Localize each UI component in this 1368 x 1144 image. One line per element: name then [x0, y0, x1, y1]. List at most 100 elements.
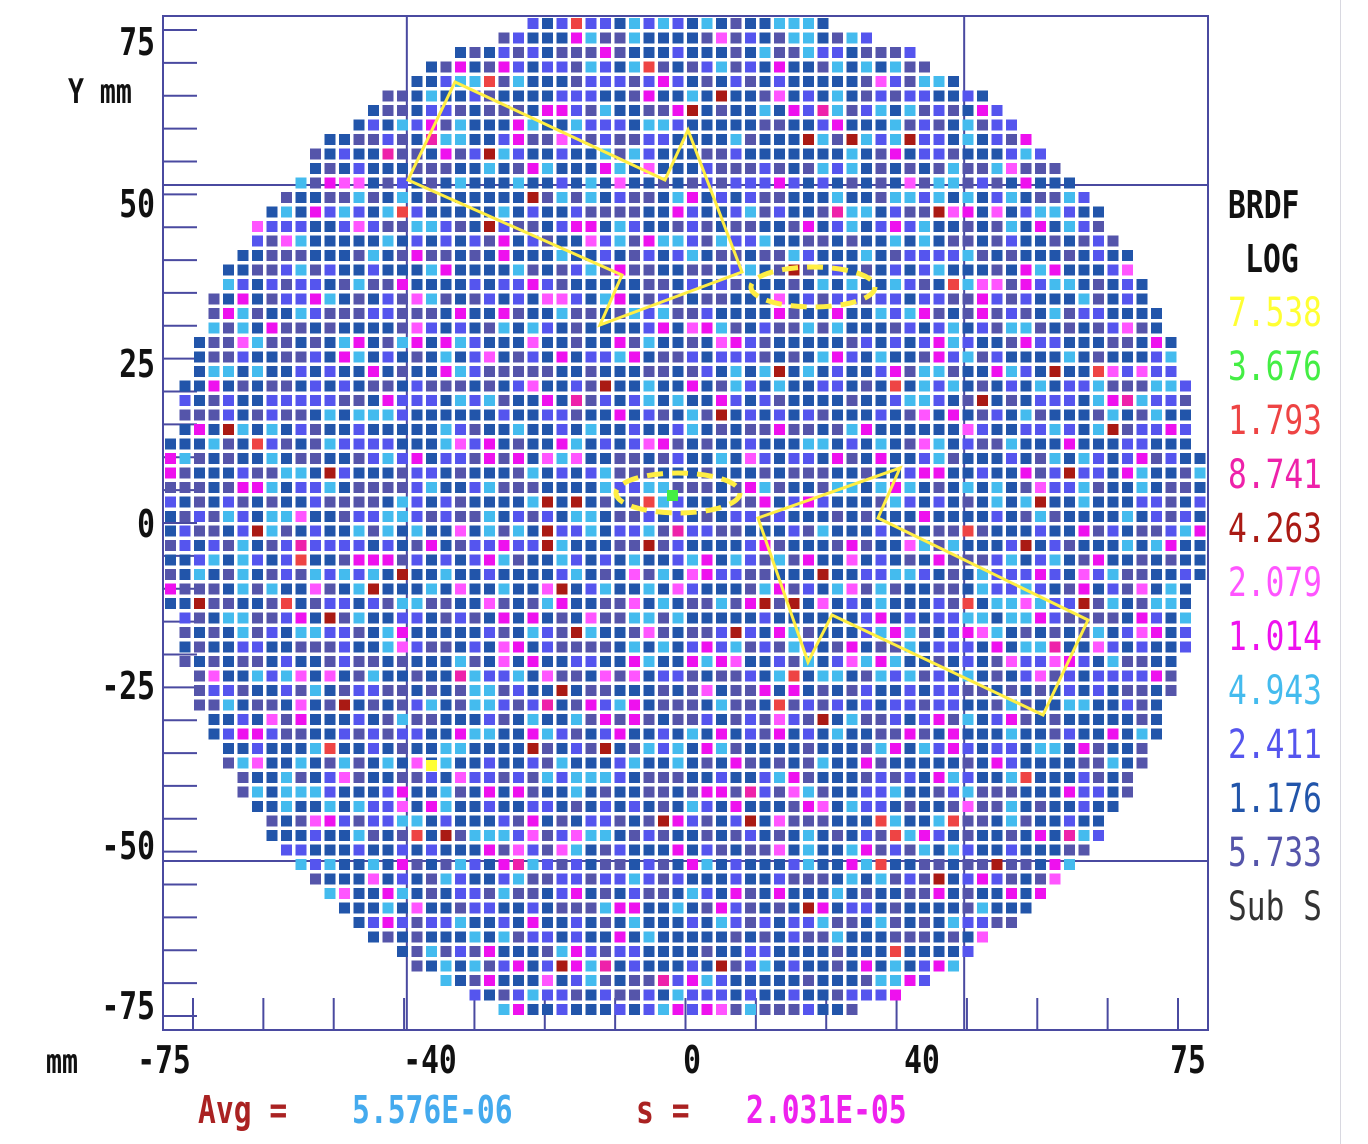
- wafer-cell: [411, 888, 423, 899]
- wafer-cell: [252, 656, 263, 667]
- wafer-cell: [846, 90, 858, 102]
- wafer-cell: [890, 482, 901, 493]
- wafer-cell: [223, 322, 234, 334]
- wafer-cell: [977, 438, 988, 450]
- wafer-cell: [513, 206, 524, 218]
- x-tick-label: 75: [1170, 1038, 1206, 1082]
- wafer-cell: [484, 482, 495, 493]
- wafer-cell: [339, 380, 350, 392]
- wafer-cell: [440, 757, 452, 769]
- wafer-cell: [237, 656, 249, 667]
- wafer-cell: [788, 873, 800, 885]
- wafer-cell: [411, 554, 423, 566]
- wafer-cell: [600, 844, 611, 856]
- wafer-cell: [1136, 641, 1148, 653]
- wafer-cell: [904, 917, 916, 928]
- wafer-cell: [1020, 801, 1032, 812]
- wafer-cell: [962, 250, 974, 261]
- wafer-cell: [194, 409, 205, 421]
- wafer-cell: [875, 569, 887, 580]
- wafer-cell: [440, 511, 452, 522]
- wafer-cell: [339, 902, 350, 914]
- wafer-cell: [440, 714, 452, 725]
- wafer-cell: [469, 47, 481, 58]
- wafer-cell: [716, 743, 727, 754]
- wafer-cell: [237, 453, 249, 464]
- wafer-cell: [948, 612, 959, 624]
- wafer-cell: [440, 685, 452, 696]
- wafer-cell: [1064, 264, 1075, 276]
- wafer-cell: [948, 960, 959, 972]
- wafer-cell: [368, 801, 379, 812]
- wafer-cell: [585, 32, 597, 44]
- wafer-cell: [861, 250, 872, 261]
- wafer-cell: [585, 975, 597, 986]
- wafer-cell: [426, 554, 437, 566]
- wafer-cell: [208, 699, 220, 711]
- wafer-cell: [629, 90, 640, 102]
- wafer-cell: [382, 366, 394, 377]
- wafer-cell: [1122, 438, 1133, 450]
- wafer-cell: [701, 337, 713, 348]
- wafer-cell: [295, 786, 307, 798]
- wafer-cell: [817, 554, 829, 566]
- wafer-cell: [861, 772, 872, 783]
- wafer-cell: [803, 859, 814, 870]
- wafer-cell: [585, 90, 597, 102]
- wafer-cell: [411, 293, 423, 305]
- wafer-cell: [237, 685, 249, 696]
- wafer-cell: [1035, 163, 1046, 174]
- wafer-cell: [962, 496, 974, 508]
- wafer-cell: [223, 598, 234, 609]
- wafer-cell: [513, 424, 524, 435]
- wafer-cell: [1064, 728, 1075, 740]
- wafer-cell: [1049, 757, 1061, 769]
- wafer-cell: [730, 743, 742, 754]
- wafer-cell: [397, 467, 408, 479]
- wafer-cell: [875, 975, 887, 986]
- wafer-cell: [875, 467, 887, 479]
- wafer-cell: [817, 105, 829, 116]
- wafer-cell: [281, 395, 292, 406]
- wafer-cell: [716, 90, 727, 102]
- wafer-cell: [629, 786, 640, 798]
- wafer-cell: [817, 148, 829, 160]
- wafer-cell: [585, 105, 597, 116]
- wafer-cell: [1006, 424, 1017, 435]
- wafer-cell: [542, 975, 553, 986]
- wafer-cell: [658, 496, 669, 508]
- wafer-cell: [266, 569, 278, 580]
- wafer-cell: [977, 511, 988, 522]
- wafer-cell: [310, 496, 321, 508]
- wafer-cell: [629, 743, 640, 754]
- wafer-cell: [1136, 728, 1148, 740]
- wafer-cell: [353, 612, 365, 624]
- wafer-cell: [542, 786, 553, 798]
- wafer-cell: [788, 525, 800, 537]
- wafer-cell: [542, 424, 553, 435]
- wafer-cell: [324, 830, 336, 841]
- wafer-cell: [411, 844, 423, 856]
- wafer-cell: [629, 670, 640, 682]
- wafer-cell: [643, 134, 655, 145]
- wafer-cell: [368, 467, 379, 479]
- wafer-cell: [368, 453, 379, 464]
- wafer-cell: [643, 801, 655, 812]
- wafer-cell: [353, 830, 365, 841]
- wafer-cell: [585, 163, 597, 174]
- wafer-cell: [629, 859, 640, 870]
- wafer-cell: [208, 293, 220, 305]
- wafer-cell: [948, 815, 959, 827]
- wafer-cell: [382, 322, 394, 334]
- wafer-cell: [991, 163, 1003, 174]
- wafer-cell: [745, 293, 756, 305]
- wafer-cell: [600, 293, 611, 305]
- wafer-cell: [194, 656, 205, 667]
- wafer-cell: [904, 192, 916, 203]
- wafer-cell: [571, 627, 582, 638]
- wafer-cell: [861, 409, 872, 421]
- wafer-cell: [643, 830, 655, 841]
- wafer-cell: [455, 859, 466, 870]
- wafer-cell: [1049, 264, 1061, 276]
- wafer-cell: [759, 743, 771, 754]
